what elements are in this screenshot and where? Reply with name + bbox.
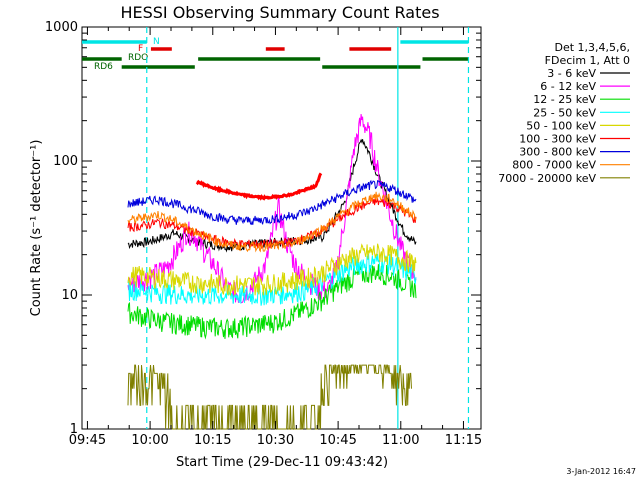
series-line xyxy=(127,113,417,304)
y-tick-label: 100 xyxy=(53,154,78,169)
series-line xyxy=(127,364,412,430)
x-tick-label: 10:00 xyxy=(131,433,168,448)
x-tick-label: 10:15 xyxy=(194,433,231,448)
x-tick-label: 10:45 xyxy=(319,433,356,448)
x-tick-label: 10:30 xyxy=(257,433,294,448)
legend-header: Det 1,3,4,5,6, xyxy=(554,41,630,54)
legend: Det 1,3,4,5,6,FDecim 1, Att 03 - 6 keV6 … xyxy=(498,41,630,185)
status-bar-label: N xyxy=(153,37,160,47)
legend-label: 50 - 100 keV xyxy=(526,119,596,132)
status-bar-label: RDO xyxy=(128,53,148,63)
status-bar-label: F xyxy=(138,44,143,54)
y-axis-label: Count Rate (s⁻¹ detector⁻¹) xyxy=(29,140,44,317)
legend-label: 800 - 7000 keV xyxy=(512,159,596,172)
x-tick-label: 11:00 xyxy=(382,433,419,448)
legend-label: 6 - 12 keV xyxy=(540,80,596,93)
legend-label: 12 - 25 keV xyxy=(533,93,596,106)
series-lines xyxy=(127,113,417,430)
y-tick-label: 1 xyxy=(70,422,78,437)
timestamp: 3-Jan-2012 16:47 xyxy=(566,467,636,476)
x-tick-label: 09:45 xyxy=(69,433,106,448)
legend-label: 25 - 50 keV xyxy=(533,106,596,119)
series-line xyxy=(127,191,417,253)
legend-label: 3 - 6 keV xyxy=(547,67,596,80)
series-line xyxy=(127,243,417,297)
legend-header: FDecim 1, Att 0 xyxy=(545,54,630,67)
legend-label: 300 - 800 keV xyxy=(519,146,596,159)
series-line xyxy=(195,172,323,201)
series-line xyxy=(127,264,417,340)
vertical-markers xyxy=(146,27,470,429)
status-bar-label: RD6 xyxy=(94,62,113,72)
chart-title: HESSI Observing Summary Count Rates xyxy=(120,3,439,22)
x-tick-label: 11:15 xyxy=(445,433,482,448)
legend-label: 100 - 300 keV xyxy=(519,133,596,146)
y-tick-label: 10 xyxy=(61,288,78,303)
series-line xyxy=(127,179,417,226)
y-tick-label: 1000 xyxy=(45,20,78,35)
x-axis-label: Start Time (29-Dec-11 09:43:42) xyxy=(176,455,388,470)
legend-label: 7000 - 20000 keV xyxy=(498,172,596,185)
axis-ticks: 09:45 10:00 10:15 10:30 10:45 11:00 11:15 1 10 10… xyxy=(45,20,482,448)
